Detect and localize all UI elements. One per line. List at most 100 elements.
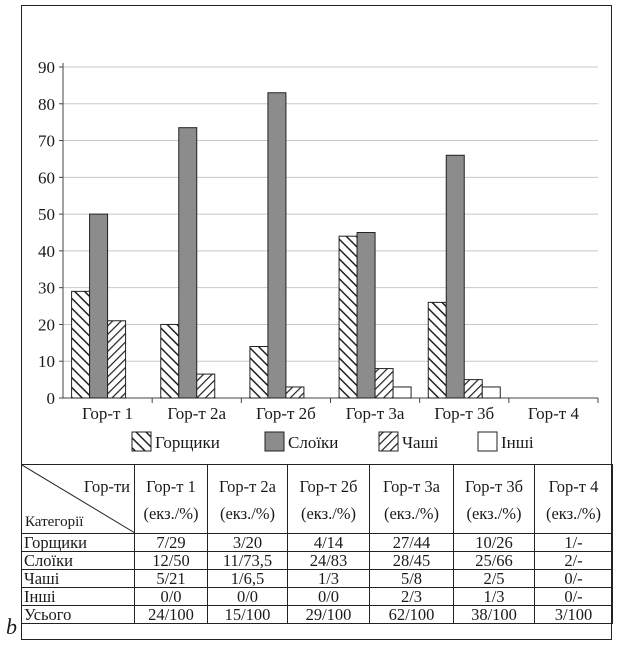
table-cell: 1/- [534,533,613,552]
legend: Горщики Слоїки Чаші Інші [131,431,534,452]
table-cell: 24/100 [134,605,208,624]
table-cell: 1/6,5 [207,569,288,588]
table-cell: 25/66 [453,551,535,570]
x-tick-label: Гор-т 2а [167,404,226,423]
corner-diagonal [22,465,134,533]
legend-swatch [131,431,152,452]
corner-top-label: Гор-ти [83,477,130,496]
bar [107,320,127,399]
legend-label: Горщики [155,433,220,452]
table-cell: 0/0 [207,587,288,606]
table-header-row: Гор-ти Категорії Гор-т 1 (екз./%) Гор-т 2… [21,464,613,534]
bar [427,301,447,399]
bar [463,379,483,399]
y-tick-label: 10 [38,352,55,371]
bar [196,373,216,399]
y-tick-label: 0 [47,389,56,408]
bar [89,213,109,399]
column-header: Гор-т 2а (екз./%) [207,464,288,534]
figure-frame [21,5,612,640]
table-cell: 0/- [534,569,613,588]
row-label: Чаші [21,569,135,588]
table-cell: 38/100 [453,605,535,624]
bar [178,127,198,399]
bar [160,323,180,399]
bar [71,290,91,399]
bar [285,386,305,399]
y-tick-label: 20 [38,315,55,334]
bars [71,92,501,399]
x-tick-label: Гор-т 4 [528,404,580,423]
legend-label: Слоїки [288,433,338,452]
table-corner-cell: Гор-ти Категорії [21,464,135,534]
table-cell: 24/83 [287,551,370,570]
table-cell: 4/14 [287,533,370,552]
table-cell: 3/100 [534,605,613,624]
table-cell: 27/44 [369,533,454,552]
column-header: Гор-т 1 (екз./%) [134,464,208,534]
bar-chart: 0 10 20 30 40 50 60 70 80 90 Гор-т 1 Гор-т 2а Гор-т … [38,58,599,452]
row-label: Горщики [21,533,135,552]
y-tick-label: 80 [38,95,55,114]
legend-swatch [477,431,498,452]
column-header: Гор-т 2б (екз./%) [287,464,370,534]
axes: 0 10 20 30 40 50 60 70 80 90 Гор-т 1 Гор-т 2а Гор-т … [38,58,599,423]
x-tick-label: Гор-т 3а [346,404,405,423]
x-tick-label: Гор-т 1 [82,404,133,423]
table-cell: 5/8 [369,569,454,588]
y-tick-label: 60 [38,168,55,187]
bar [338,235,358,399]
table-row: Горщики 7/29 3/20 4/14 27/44 10/26 1/- [21,533,613,552]
table-cell: 62/100 [369,605,454,624]
table-cell: 10/26 [453,533,535,552]
x-tick-label: Гор-т 2б [256,404,316,423]
x-tick-label: Гор-т 3б [434,404,494,423]
y-tick-label: 90 [38,58,55,77]
y-tick-label: 50 [38,205,55,224]
table-cell: 1/3 [287,569,370,588]
table-cell: 15/100 [207,605,288,624]
bar [445,154,465,399]
row-label: Слоїки [21,551,135,570]
bar [392,386,412,399]
table-row: Усього 24/100 15/100 29/100 62/100 38/10… [21,605,613,624]
table-cell: 11/73,5 [207,551,288,570]
bar [249,346,269,399]
bar [356,232,376,399]
table-cell: 28/45 [369,551,454,570]
legend-label: Інші [501,433,534,452]
bar [267,92,287,399]
table-row: Інші 0/0 0/0 0/0 2/3 1/3 0/- [21,587,613,606]
y-tick-label: 30 [38,279,55,298]
table-cell: 12/50 [134,551,208,570]
y-tick-label: 40 [38,242,55,261]
bar [374,368,394,399]
corner-bottom-label: Категорії [25,514,84,530]
row-label: Інші [21,587,135,606]
bar [481,386,501,399]
panel-label: b [6,614,17,639]
column-header: Гор-т 4 (екз./%) [534,464,613,534]
table-cell: 0/- [534,587,613,606]
table-row: Чаші 5/21 1/6,5 1/3 5/8 2/5 0/- [21,569,613,588]
legend-swatch [264,431,285,452]
gridlines [63,66,598,362]
data-table: Гор-ти Категорії Гор-т 1 (екз./%) Гор-т 2… [21,464,613,624]
table-cell: 5/21 [134,569,208,588]
table-cell: 2/- [534,551,613,570]
row-label: Усього [21,605,135,624]
y-tick-label: 70 [38,132,55,151]
table-cell: 1/3 [453,587,535,606]
legend-label: Чаші [402,433,439,452]
table-cell: 3/20 [207,533,288,552]
table-cell: 29/100 [287,605,370,624]
table-row: Слоїки 12/50 11/73,5 24/83 28/45 25/66 2… [21,551,613,570]
table-cell: 0/0 [287,587,370,606]
column-header: Гор-т 3б (екз./%) [453,464,535,534]
table-cell: 0/0 [134,587,208,606]
table-cell: 2/5 [453,569,535,588]
table-cell: 7/29 [134,533,208,552]
column-header: Гор-т 3а (екз./%) [369,464,454,534]
table-cell: 2/3 [369,587,454,606]
legend-swatch [378,431,399,452]
